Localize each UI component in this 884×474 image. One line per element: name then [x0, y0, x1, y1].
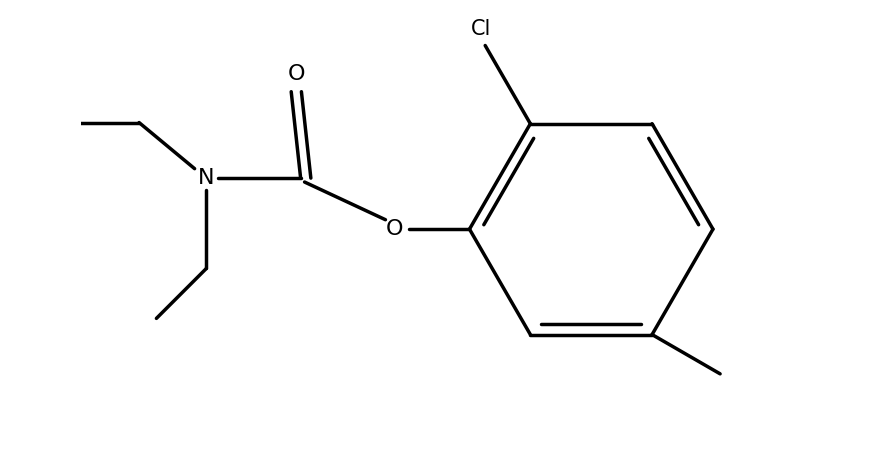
Text: O: O	[386, 219, 404, 239]
Text: N: N	[198, 168, 215, 188]
Text: Cl: Cl	[471, 19, 492, 39]
Text: O: O	[287, 64, 305, 84]
